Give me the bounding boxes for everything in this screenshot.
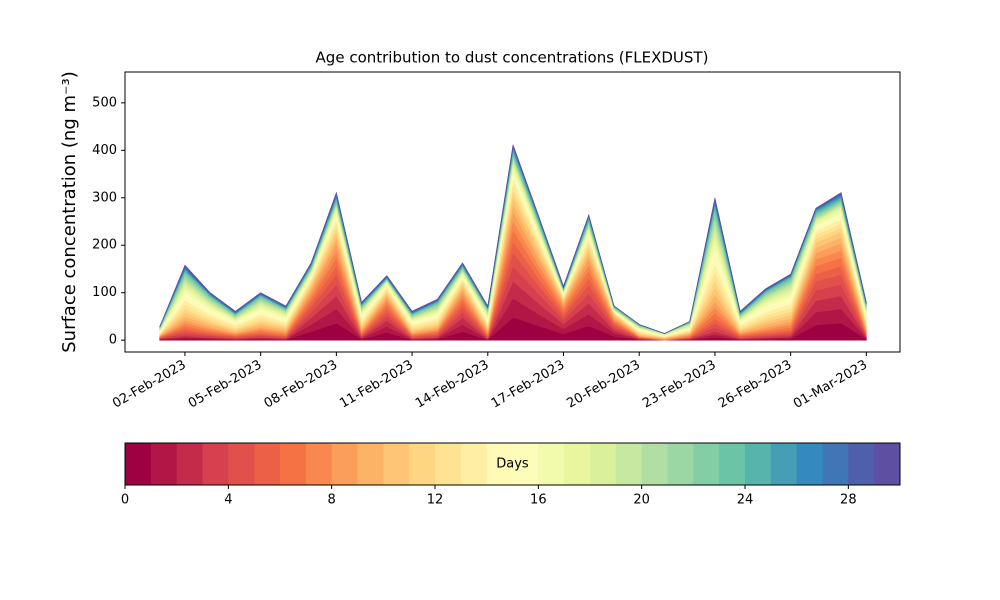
x-tick-label: 05-Feb-2023 — [186, 358, 265, 412]
plot-frame — [124, 71, 901, 353]
colorbar-tick-label: 24 — [737, 493, 754, 508]
y-tick-label: 0 — [109, 333, 117, 348]
x-tick-label: 08-Feb-2023 — [262, 358, 341, 412]
x-tick-label: 14-Feb-2023 — [413, 358, 492, 412]
colorbar-swatch — [460, 443, 488, 485]
colorbar-swatch — [719, 443, 746, 485]
colorbar-swatch — [486, 443, 513, 485]
colorbar-swatch — [874, 443, 901, 485]
colorbar-swatch — [564, 443, 591, 485]
colorbar-swatch — [796, 443, 823, 485]
colorbar-tick-label: 4 — [224, 493, 232, 508]
y-tick-label: 200 — [92, 238, 117, 253]
colorbar-swatch — [848, 443, 875, 485]
colorbar-swatch — [176, 443, 203, 485]
colorbar-frame — [124, 442, 901, 486]
colorbar-swatch — [383, 443, 410, 485]
colorbar-tick-label: 8 — [328, 493, 336, 508]
x-tick-label: 17-Feb-2023 — [489, 358, 568, 412]
colorbar-swatch — [590, 443, 617, 485]
colorbar-swatch — [202, 443, 229, 485]
x-tick-label: 01-Mar-2023 — [791, 358, 870, 412]
y-tick-label: 100 — [92, 285, 117, 300]
colorbar-swatch — [693, 443, 720, 485]
x-tick-label: 11-Feb-2023 — [337, 358, 416, 412]
colorbar-swatch — [822, 443, 849, 485]
colorbar-swatch — [409, 443, 436, 485]
colorbar-tick-label: 20 — [633, 493, 650, 508]
colorbar-swatch — [254, 443, 281, 485]
colorbar-swatch — [667, 443, 694, 485]
colorbar-swatch — [512, 443, 539, 485]
x-tick-label: 26-Feb-2023 — [716, 358, 795, 412]
y-tick-label: 500 — [92, 95, 117, 110]
y-tick-label: 400 — [92, 143, 117, 158]
colorbar-swatch — [125, 443, 152, 485]
colorbar-swatch — [745, 443, 772, 485]
y-tick-label: 300 — [92, 190, 117, 205]
colorbar-swatch — [228, 443, 255, 485]
x-tick-label: 20-Feb-2023 — [564, 358, 643, 412]
colorbar-swatch — [641, 443, 668, 485]
age-band-area — [159, 144, 867, 334]
colorbar-tick-label: 16 — [530, 493, 547, 508]
y-axis-label: Surface concentration (ng m⁻³) — [59, 71, 80, 353]
colorbar-tick-label: 12 — [427, 493, 444, 508]
colorbar-swatch — [357, 443, 384, 485]
colorbar-swatch — [770, 443, 798, 485]
colorbar-swatch — [538, 443, 565, 485]
colorbar-swatch — [305, 443, 333, 485]
chart-title: Age contribution to dust concentrations … — [316, 49, 709, 67]
colorbar-swatch — [150, 443, 178, 485]
x-tick-label: 23-Feb-2023 — [640, 358, 719, 412]
colorbar-swatch — [331, 443, 358, 485]
x-tick-label: 02-Feb-2023 — [110, 358, 189, 412]
colorbar-tick-label: 28 — [840, 493, 857, 508]
colorbar-swatch — [615, 443, 643, 485]
colorbar-label: Days — [496, 457, 529, 472]
colorbar-tick-label: 0 — [121, 493, 129, 508]
colorbar-swatch — [435, 443, 462, 485]
colorbar-swatch — [280, 443, 307, 485]
